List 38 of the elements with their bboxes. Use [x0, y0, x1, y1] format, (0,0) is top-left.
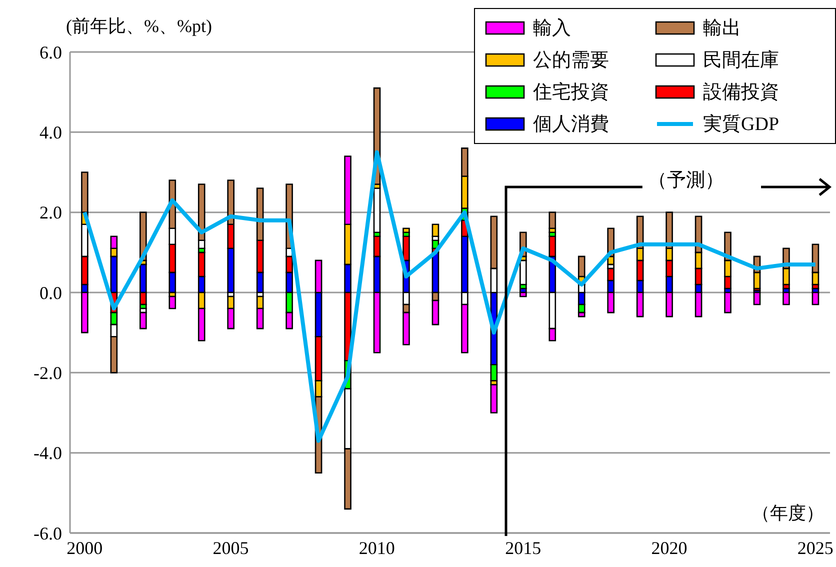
x-tick-label: 2015 [505, 538, 542, 558]
bar [782, 292, 790, 306]
legend-label: 公的需要 [533, 49, 609, 73]
bar [812, 292, 820, 306]
x-tick-label: 2005 [212, 538, 249, 558]
x-tick-label: 2025 [797, 538, 834, 558]
y-tick-label: 4.0 [40, 122, 62, 143]
legend-label: 輸入 [533, 17, 571, 41]
bar [432, 224, 440, 238]
y-tick-label: -4.0 [34, 443, 62, 464]
bar [140, 312, 147, 330]
annotation: （年度） [752, 502, 824, 525]
legend-label: 実質GDP [703, 113, 780, 137]
bar [402, 228, 410, 234]
y-tick-label: 0.0 [40, 282, 62, 303]
bar [548, 212, 556, 230]
bar [520, 260, 527, 286]
line-series [82, 150, 818, 443]
x-tick-label: 2020 [651, 538, 688, 558]
legend-label: 住宅投資 [533, 81, 609, 105]
x-tick-label: 2010 [358, 538, 395, 558]
y-tick-label: -6.0 [34, 523, 62, 544]
y-axis-title: (前年比、%、%pt) [66, 15, 212, 38]
legend-label: 輸出 [703, 17, 741, 41]
bar [490, 384, 498, 414]
bar [753, 292, 761, 306]
legend-label: 民間在庫 [703, 49, 779, 73]
x-tick-label: 2000 [66, 538, 103, 558]
bar [724, 292, 732, 314]
legend-label: 個人消費 [533, 113, 609, 137]
annotation: （予測） [648, 169, 724, 193]
y-tick-label: 2.0 [40, 202, 62, 223]
bar [168, 296, 176, 310]
bar [373, 188, 381, 234]
y-tick-label: -2.0 [34, 363, 62, 384]
y-tick-label: 6.0 [40, 42, 62, 62]
legend-label: 設備投資 [703, 81, 779, 105]
bar [520, 292, 527, 298]
